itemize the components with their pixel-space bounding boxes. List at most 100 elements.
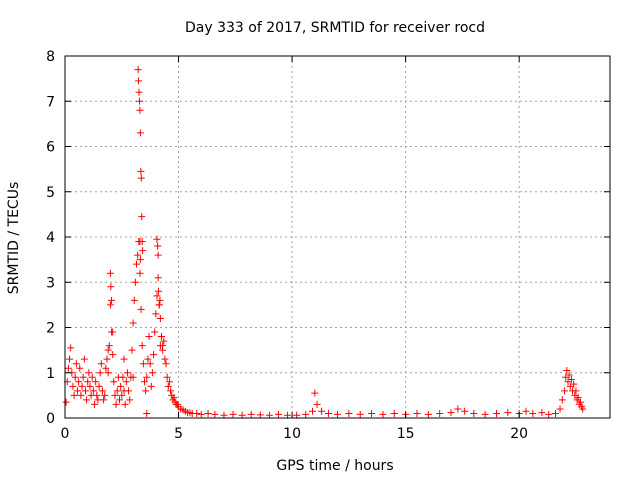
data-point (136, 106, 144, 114)
data-point (311, 389, 319, 397)
data-point (80, 355, 88, 363)
y-tick-label: 4 (46, 230, 55, 246)
data-point (152, 310, 160, 318)
data-point (96, 369, 104, 377)
data-point (134, 66, 142, 74)
x-tick-label: 10 (283, 426, 301, 442)
data-point (131, 278, 139, 286)
data-point (390, 409, 398, 417)
data-point (136, 129, 144, 137)
data-point (538, 409, 546, 417)
data-points (62, 66, 587, 419)
data-point (561, 387, 569, 395)
data-point (153, 235, 161, 243)
data-point (119, 373, 127, 381)
data-point (123, 369, 131, 377)
data-point (117, 382, 125, 390)
data-point (67, 344, 75, 352)
data-point (101, 391, 109, 399)
data-point (91, 400, 99, 408)
data-point (137, 305, 145, 313)
data-point (102, 364, 110, 372)
y-tick-label: 5 (46, 185, 55, 201)
data-point (170, 394, 178, 402)
data-point (146, 360, 154, 368)
data-point (120, 355, 128, 363)
data-point (78, 382, 86, 390)
data-point (113, 387, 121, 395)
data-point (129, 373, 137, 381)
x-tick-label: 20 (510, 426, 528, 442)
data-point (159, 342, 167, 350)
data-point (313, 400, 321, 408)
y-tick-label: 3 (46, 275, 55, 291)
data-point (62, 398, 70, 406)
data-point (424, 410, 432, 418)
data-point (89, 387, 97, 395)
data-point (334, 410, 341, 418)
data-point (66, 355, 74, 363)
data-point (134, 251, 142, 259)
data-point (126, 396, 134, 404)
data-point (88, 373, 96, 381)
data-point (492, 409, 500, 417)
data-point (83, 396, 91, 404)
data-point (302, 410, 310, 418)
data-point (77, 391, 85, 399)
data-point (76, 364, 84, 372)
data-point (137, 174, 145, 182)
data-point (211, 410, 219, 418)
y-tick-label: 7 (46, 94, 55, 110)
data-point (122, 378, 130, 386)
data-point (104, 346, 112, 354)
data-point (504, 409, 512, 417)
data-point (379, 410, 387, 418)
data-point (98, 387, 106, 395)
data-point (153, 292, 161, 300)
data-point (576, 398, 584, 406)
y-tick-label: 0 (46, 411, 55, 427)
data-point (129, 319, 137, 327)
data-point (86, 382, 94, 390)
data-point (413, 409, 421, 417)
data-point (447, 409, 455, 417)
data-point (556, 405, 564, 413)
data-point (160, 337, 168, 345)
data-point (110, 378, 118, 386)
data-point (139, 360, 147, 368)
data-point (72, 360, 80, 368)
data-point (142, 387, 150, 395)
data-point (95, 382, 103, 390)
y-tick-label: 8 (46, 49, 55, 65)
data-point (574, 394, 582, 402)
data-point (85, 369, 93, 377)
data-point (318, 407, 326, 415)
data-point (125, 387, 133, 395)
data-point (558, 396, 566, 404)
data-point (229, 410, 237, 418)
data-point (151, 328, 159, 336)
data-point (108, 296, 116, 304)
y-tick-label: 6 (46, 140, 55, 156)
data-point (162, 360, 170, 368)
data-point (111, 391, 119, 399)
data-point (156, 314, 164, 322)
data-point (150, 351, 158, 359)
data-point (140, 378, 148, 386)
data-point (93, 391, 101, 399)
data-point (570, 380, 578, 388)
data-point (106, 269, 114, 277)
data-point (368, 409, 376, 417)
chart-title: Day 333 of 2017, SRMTID for receiver roc… (185, 20, 485, 36)
data-point (155, 301, 163, 309)
data-point (92, 378, 100, 386)
data-point (136, 256, 144, 264)
data-point (118, 391, 126, 399)
data-point (572, 387, 580, 395)
data-point (139, 247, 147, 255)
data-point (84, 378, 92, 386)
data-point (165, 378, 173, 386)
data-point (79, 373, 87, 381)
